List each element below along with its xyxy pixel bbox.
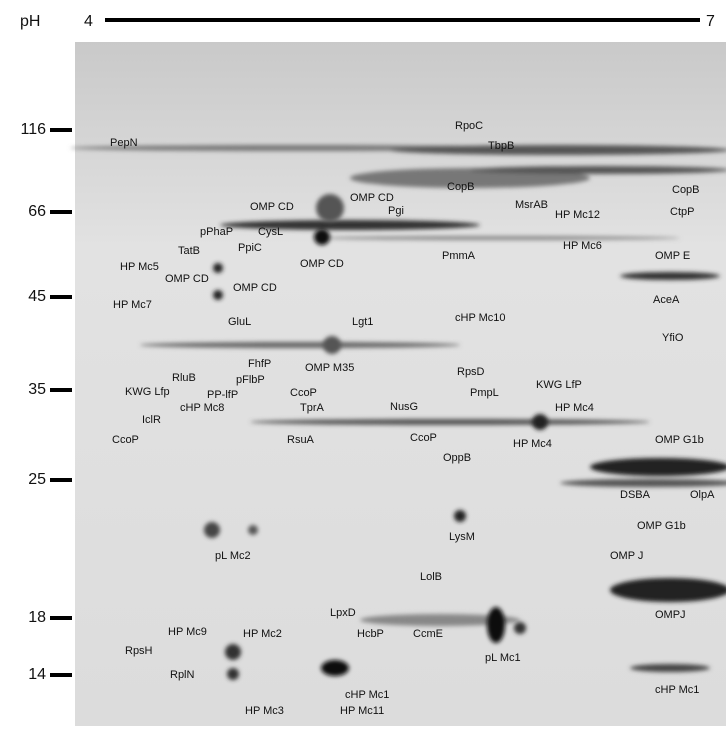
spot-label: CysL [258,226,283,238]
spot-label: LysM [449,531,475,543]
spot-label: IclR [142,414,161,426]
mw-label: 66 [28,203,46,220]
spot-label: OppB [443,452,471,464]
spot-label: OMPJ [655,609,686,621]
spot-label: CcmE [413,628,443,640]
mw-label: 25 [28,471,46,488]
ph-label: pH [20,13,40,30]
gel-spots [204,194,548,680]
spot-label: pPhaP [200,226,233,238]
spot-label: HP Mc12 [555,209,600,221]
mw-label: 14 [28,666,46,683]
gel-bands [70,145,726,672]
spot-label: pL Mc1 [485,652,521,664]
spot-label: OMP E [655,250,690,262]
spot-label: HP Mc9 [168,626,207,638]
spot-label: MsrAB [515,199,548,211]
spot-label: GluL [228,316,251,328]
spot-label: OMP J [610,550,643,562]
spot-label: RpsD [457,366,485,378]
spot-label: OMP CD [300,258,344,270]
spot-label: OlpA [690,489,715,501]
spot-label: PmmA [442,250,476,262]
spot-label: LolB [420,571,442,583]
spot-label: PpiC [238,242,262,254]
spot-label: RpoC [455,120,483,132]
spot-label: HcbP [357,628,384,640]
spot-label: pFlbP [236,374,265,386]
spot-label: HP Mc5 [120,261,159,273]
spot-label: YfiO [662,332,684,344]
spot-label: LpxD [330,607,356,619]
spot-label: OMP CD [233,282,277,294]
spot-label: OMP M35 [305,362,354,374]
spot-label: HP Mc6 [563,240,602,252]
spot-label: RluB [172,372,196,384]
spot-label: CopB [672,184,700,196]
gel [75,42,726,726]
spot-label: CcoP [112,434,139,446]
spot-label: TbpB [488,140,514,152]
spot-label: HP Mc11 [340,705,384,717]
mw-label: 35 [28,381,46,398]
spot-label: CtpP [670,206,694,218]
spot-label: cHP Mc1 [655,684,699,696]
spot-label: CcoP [410,432,437,444]
spot-label: Lgt1 [352,316,373,328]
spot-label: TprA [300,402,325,414]
spot-label: NusG [390,401,418,413]
spot-label: RplN [170,669,195,681]
spot-label: Pgi [388,205,404,217]
spot-label: HP Mc7 [113,299,152,311]
spot-label: PepN [110,137,138,149]
spot-label: OMP CD [165,273,209,285]
spot-label: cHP Mc1 [345,689,389,701]
spot-label: CopB [447,181,475,193]
spot-label: OMP CD [350,192,394,204]
mw-label: 116 [20,121,46,138]
spot-label: RpsH [125,645,153,657]
spot-label: HP Mc4 [555,402,594,414]
spot-label: RsuA [287,434,315,446]
spot-label: DSBA [620,489,651,501]
mw-label: 45 [28,288,46,305]
spot-label: FhfP [248,358,271,370]
spot-label: pL Mc2 [215,550,251,562]
spot-label: OMP CD [250,201,294,213]
spot-label: CcoP [290,387,317,399]
spot-label: KWG LfP [536,379,582,391]
spot-label: AceA [653,294,680,306]
spot-label: HP Mc4 [513,438,552,450]
ph-min: 4 [84,13,93,30]
spot-label: OMP G1b [655,434,704,446]
spot-label: KWG Lfp [125,386,170,398]
spot-label: TatB [178,245,200,257]
ph-max: 7 [706,13,715,30]
spot-label: HP Mc2 [243,628,282,640]
spot-label: cHP Mc10 [455,312,506,324]
spot-label: PmpL [470,387,499,399]
spot-label: HP Mc3 [245,705,284,717]
spot-label: PP-lfP [207,389,238,401]
spot-label: OMP G1b [637,520,686,532]
spot-label: cHP Mc8 [180,402,224,414]
mw-label: 18 [28,609,46,626]
